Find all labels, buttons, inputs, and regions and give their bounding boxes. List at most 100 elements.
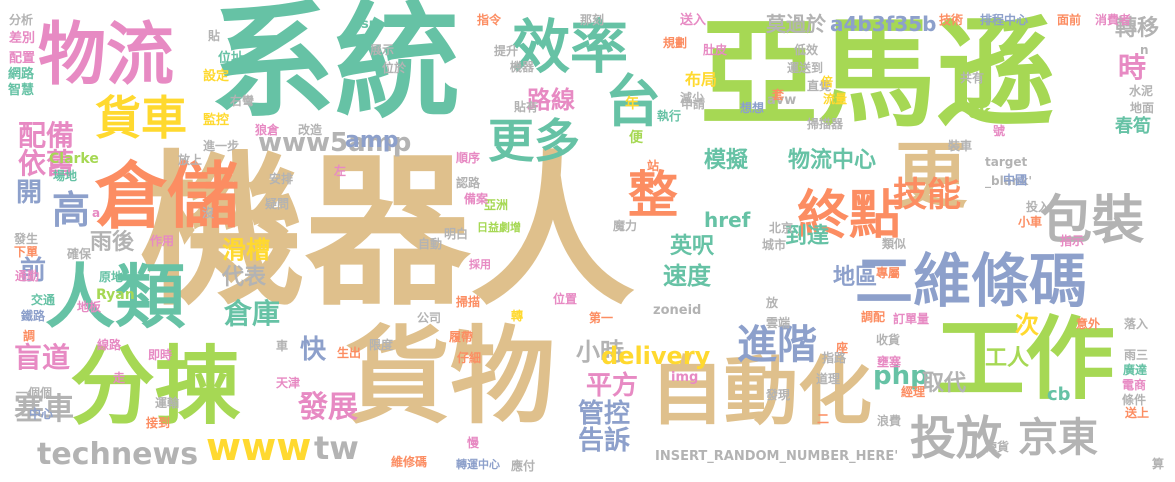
cloud-word-102: 一個個 — [16, 386, 53, 400]
cloud-word-77: 差別 — [9, 31, 36, 46]
cloud-word-119: 掃描 — [456, 295, 481, 309]
cloud-word-113: 仔細 — [457, 351, 482, 365]
cloud-word-45-delivery: delivery — [601, 342, 711, 370]
cloud-word-152: 面前 — [1057, 13, 1082, 27]
cloud-word-41: 模擬 — [704, 148, 749, 173]
cloud-word-125: 雲端 — [766, 316, 791, 330]
cloud-word-105: 中心 — [29, 407, 54, 421]
cloud-word-96: 地板 — [77, 300, 102, 314]
cloud-word-58: 轉移 — [1115, 16, 1160, 41]
cloud-word-176: 貼有 — [514, 100, 539, 114]
cloud-word-168: 魔力 — [613, 219, 638, 233]
cloud-word-157: 直覺 — [807, 79, 832, 93]
cloud-word-120: 轉 — [511, 309, 524, 323]
cloud-word-144: 意外 — [1076, 317, 1101, 331]
cloud-word-130: 指路 — [822, 351, 847, 365]
cloud-word-138: 送上 — [1125, 406, 1150, 420]
cloud-word-199-a: a — [92, 206, 101, 220]
cloud-word-193: 日益劇增 — [477, 221, 521, 234]
cloud-word-82: 位址 — [218, 51, 245, 66]
cloud-word-52-php: php — [873, 361, 929, 391]
cloud-word-174: 提升 — [494, 44, 519, 58]
cloud-word-166: 北京 — [769, 221, 794, 235]
cloud-word-123: 放 — [766, 296, 779, 310]
cloud-word-0: 機器人 — [140, 136, 635, 328]
cloud-word-90: 發生 — [14, 232, 39, 246]
cloud-word-142: 雨三 — [1124, 348, 1149, 362]
cloud-word-160: 掃描器 — [807, 117, 844, 131]
cloud-word-195: 左 — [334, 164, 347, 178]
cloud-word-76: 分析 — [9, 13, 34, 27]
cloud-word-48: 告訴 — [578, 426, 631, 456]
cloud-word-15: 整 — [628, 166, 678, 224]
cloud-word-147: 投入 — [1026, 200, 1051, 214]
cloud-word-26: 依舊 — [18, 147, 75, 180]
cloud-word-37: 發展 — [298, 390, 358, 425]
cloud-word-67-ryan: Ryan — [96, 287, 135, 303]
cloud-word-44: 小時 — [576, 338, 624, 366]
cloud-word-150: 共有 — [960, 71, 985, 85]
cloud-word-8: 人類 — [45, 256, 185, 338]
cloud-word-86: 改造 — [298, 123, 323, 137]
cloud-word-94: 作用 — [150, 234, 175, 248]
cloud-word-36: 快 — [300, 335, 327, 365]
cloud-word-14: 包裝 — [1040, 191, 1145, 251]
cloud-word-59: 時 — [1118, 51, 1147, 84]
cloud-word-189: 備案 — [464, 192, 489, 206]
cloud-word-173: 指令 — [477, 13, 502, 27]
cloud-word-21: 進階 — [737, 322, 817, 368]
cloud-word-153: 消費者 — [1095, 13, 1132, 27]
cloud-word-98: 鐵路 — [21, 309, 46, 323]
cloud-word-136: 揀貨 — [985, 440, 1010, 454]
cloud-word-39-tw: tw — [314, 429, 359, 467]
cloud-word-178: 送入 — [680, 13, 707, 28]
cloud-word-143: 落入 — [1124, 317, 1149, 331]
cloud-word-85: 狼倉 — [255, 123, 280, 137]
cloud-word-74-img: img — [671, 370, 699, 385]
cloud-word-2: 亞馬遜 — [700, 5, 1055, 143]
cloud-word-18: 京東 — [1018, 415, 1098, 461]
cloud-word-70-zoneid: zoneid — [653, 303, 702, 318]
cloud-word-100: 線路 — [97, 338, 122, 352]
cloud-word-170: 便 — [629, 130, 643, 146]
cloud-word-145: 指示 — [1060, 234, 1085, 248]
cloud-word-54: 工人 — [985, 346, 1030, 371]
cloud-word-57-a4b3f35b: a4b3f35b — [830, 12, 937, 36]
cloud-word-13: 二維條碼 — [855, 247, 1088, 315]
cloud-word-186: 貼 — [208, 29, 221, 43]
cloud-word-137: 算 — [1152, 457, 1165, 471]
cloud-word-110: 限度 — [369, 338, 394, 352]
cloud-word-71-target: target — [985, 155, 1028, 169]
cloud-word-11: 效率 — [512, 13, 629, 81]
cloud-word-154: 技術 — [939, 13, 964, 27]
cloud-word-83: 監控 — [203, 113, 230, 128]
cloud-word-79: 網路 — [8, 67, 35, 82]
cloud-word-115: 維修碼 — [391, 455, 428, 469]
cloud-word-181: 申請 — [681, 97, 706, 111]
cloud-word-196: 疑問 — [265, 197, 290, 211]
cloud-word-35: 倉庫 — [224, 297, 281, 330]
cloud-word-75-avw: avw — [767, 93, 797, 108]
cloud-word-127: 訂單量 — [893, 312, 930, 326]
cloud-word-91: 下單 — [14, 245, 39, 259]
cloud-word-23-technews: technews — [37, 437, 199, 472]
cloud-word-139: 條件 — [1122, 393, 1147, 407]
cloud-word-62-amp: amp — [345, 128, 399, 153]
cloud-word-128: 收貨 — [876, 333, 901, 347]
cloud-word-118: 採用 — [469, 258, 491, 271]
cloud-word-190: 順序 — [456, 151, 481, 165]
cloud-word-60: 布局 — [685, 70, 718, 89]
cloud-word-5: 分揀 — [70, 338, 241, 437]
cloud-word-161: 號 — [993, 124, 1006, 138]
cloud-word-198-n: n — [1140, 43, 1149, 57]
cloud-word-108: 車 — [276, 339, 289, 353]
cloud-word-156: 運送到 — [787, 61, 824, 75]
cloud-word-51: 地區 — [833, 265, 878, 290]
cloud-word-10: 自動化 — [650, 349, 872, 435]
cloud-word-46: 平方 — [586, 371, 639, 401]
cloud-word-129: 壅塞 — [877, 355, 902, 369]
cloud-word-185: 位於 — [382, 61, 407, 75]
cloud-word-43: 速度 — [663, 262, 711, 290]
cloud-word-172: 那刻 — [580, 13, 605, 27]
cloud-word-3: 貨物 — [345, 316, 556, 438]
